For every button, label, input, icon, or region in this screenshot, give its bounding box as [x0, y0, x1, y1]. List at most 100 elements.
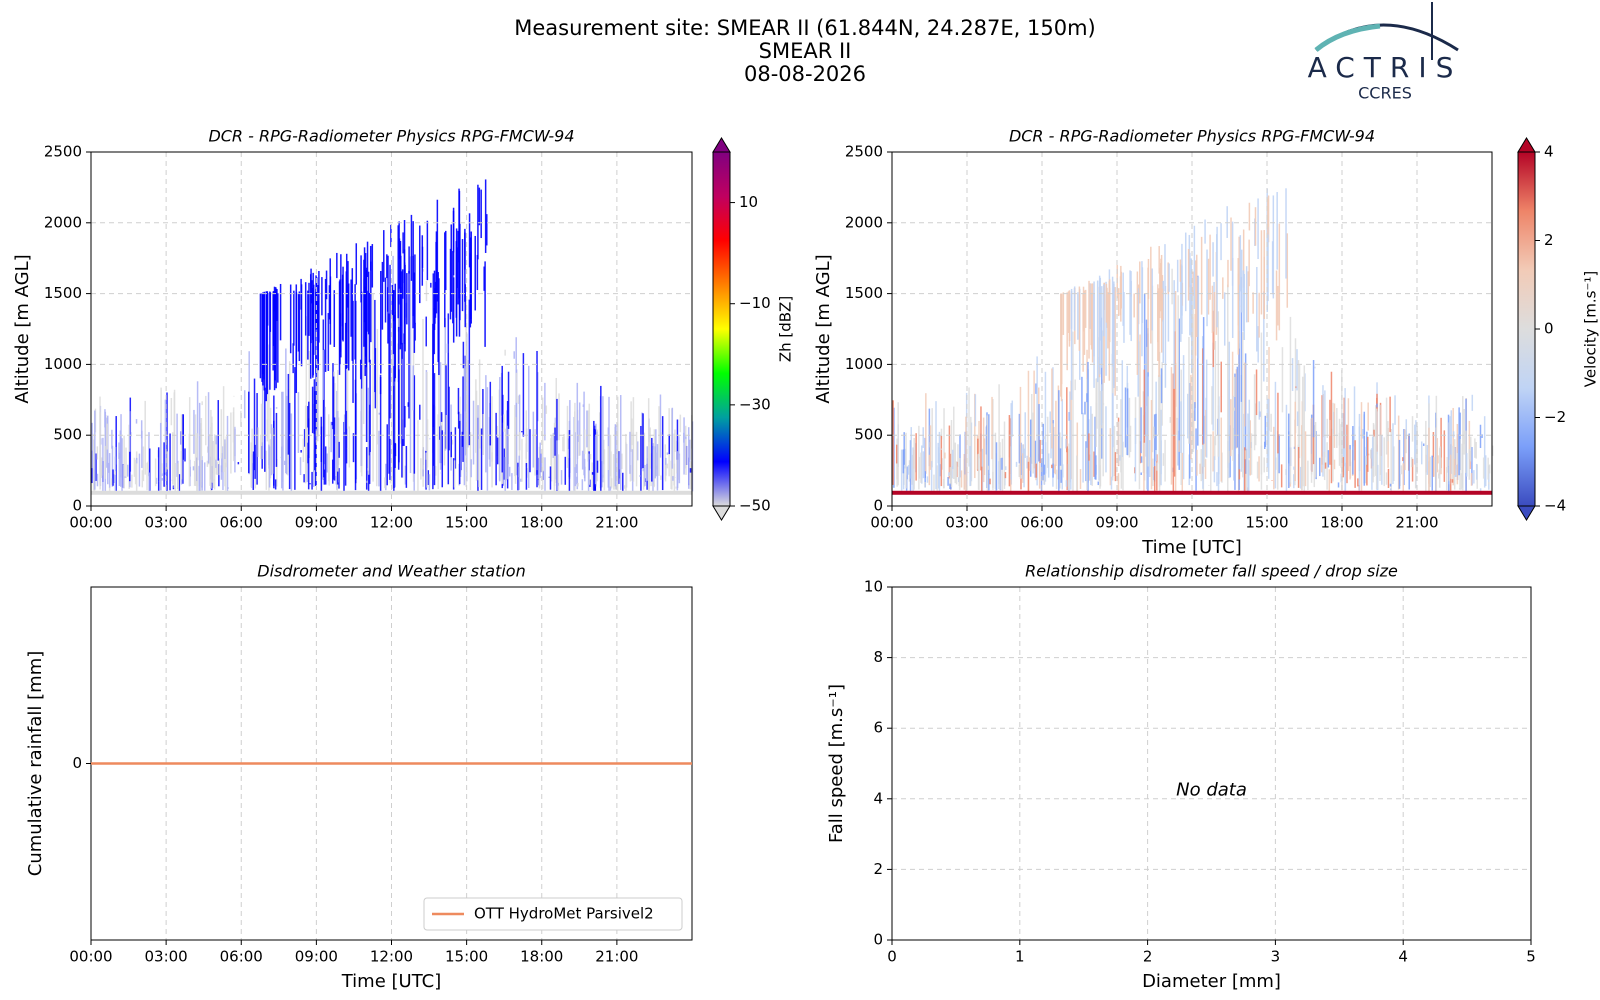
radar-echo — [1227, 284, 1229, 492]
radar-echo — [474, 235, 476, 311]
radar-echo — [982, 417, 985, 483]
radar-echo — [1254, 403, 1257, 446]
radar-echo — [1296, 349, 1298, 391]
radar-echo — [359, 359, 362, 380]
radar-echo — [123, 435, 125, 489]
radar-echo — [507, 371, 510, 429]
radar-echo — [354, 284, 356, 360]
radar-echo — [455, 241, 458, 318]
radar-echo — [988, 414, 990, 491]
radar-echo — [536, 350, 538, 488]
radar-echo — [1023, 448, 1025, 488]
radar-echo — [169, 433, 171, 491]
radar-echo — [564, 456, 567, 485]
radar-echo — [1371, 448, 1373, 490]
radar-echo — [926, 476, 929, 483]
radar-echo — [1245, 448, 1248, 491]
radar-echo — [496, 437, 499, 465]
radar-echo — [1276, 192, 1278, 270]
radar-echo — [632, 397, 635, 482]
radar-echo — [1469, 436, 1472, 462]
radar-echo — [1357, 478, 1359, 487]
radar-echo — [1027, 461, 1030, 492]
radar-echo — [352, 433, 355, 463]
radar-echo — [1337, 482, 1340, 488]
radar-echo — [1179, 259, 1182, 282]
radar-echo — [444, 230, 447, 291]
radar-echo — [452, 458, 455, 490]
radar-echo — [361, 388, 363, 477]
radar-echo — [315, 288, 317, 374]
radar-echo — [671, 407, 674, 469]
radar-echo — [404, 406, 406, 428]
radar-echo — [1089, 283, 1091, 329]
y-tick-label: 0 — [72, 754, 82, 772]
radar-echo — [1019, 386, 1022, 479]
radar-echo — [1323, 451, 1326, 465]
radar-echo — [1385, 397, 1388, 455]
radar-echo — [1130, 280, 1132, 342]
radar-echo — [621, 453, 623, 470]
radar-echo — [464, 366, 467, 456]
radar-echo — [384, 277, 387, 323]
radar-echo — [1220, 223, 1222, 261]
radar-echo — [476, 254, 479, 291]
radar-echo — [557, 482, 559, 486]
radar-echo — [1111, 346, 1114, 394]
radar-echo — [276, 459, 278, 487]
radar-echo — [457, 230, 459, 305]
radar-echo — [1153, 466, 1156, 492]
radar-echo — [998, 461, 1000, 490]
radar-echo — [924, 471, 927, 478]
radar-echo — [1373, 429, 1375, 437]
radar-echo — [1281, 347, 1284, 413]
radar-echo — [452, 251, 454, 324]
radar-echo — [452, 277, 455, 343]
radar-echo — [1212, 431, 1214, 472]
radar-echo — [269, 439, 272, 479]
radar-echo — [495, 412, 497, 486]
radar-echo — [475, 379, 477, 453]
radar-echo — [469, 237, 472, 319]
radar-echo — [1468, 448, 1471, 480]
radar-echo — [1462, 396, 1464, 491]
radar-echo — [1177, 430, 1179, 466]
radar-echo — [457, 387, 460, 415]
radar-echo — [406, 273, 408, 325]
radar-echo — [1004, 466, 1007, 470]
radar-echo — [1070, 291, 1073, 400]
radar-echo — [355, 300, 357, 484]
radar-echo — [655, 429, 657, 477]
radar-echo — [482, 388, 484, 436]
x-tick-label: 15:00 — [445, 514, 488, 532]
radar-echo — [1102, 330, 1104, 477]
radar-echo — [196, 433, 198, 492]
radar-echo — [303, 429, 306, 447]
radar-echo — [521, 438, 523, 482]
radar-echo — [1095, 455, 1097, 480]
y-tick-label: 1500 — [845, 284, 883, 302]
radar-echo — [129, 411, 131, 488]
colorbar-tick-label: −30 — [739, 395, 771, 413]
radar-echo — [266, 384, 269, 439]
radar-echo — [1099, 390, 1102, 487]
radar-echo — [1148, 440, 1151, 478]
radar-echo — [1087, 361, 1089, 492]
radar-echo — [251, 454, 253, 488]
x-tick-label: 00:00 — [69, 948, 112, 966]
radar-echo — [1240, 374, 1243, 472]
radar-echo — [366, 480, 368, 483]
panel-title: DCR - RPG-Radiometer Physics RPG-FMCW-94 — [208, 127, 574, 146]
annotation: No data — [1176, 780, 1247, 801]
radar-echo — [391, 284, 394, 316]
radar-echo — [315, 355, 317, 430]
radar-echo — [251, 428, 253, 464]
radar-echo — [567, 438, 570, 450]
radar-echo — [207, 392, 210, 464]
radar-echo — [233, 395, 235, 397]
radar-echo — [1111, 276, 1114, 367]
radar-echo — [398, 238, 401, 259]
radar-echo — [1398, 439, 1401, 489]
radar-echo — [1389, 483, 1392, 487]
radar-echo — [552, 432, 555, 459]
